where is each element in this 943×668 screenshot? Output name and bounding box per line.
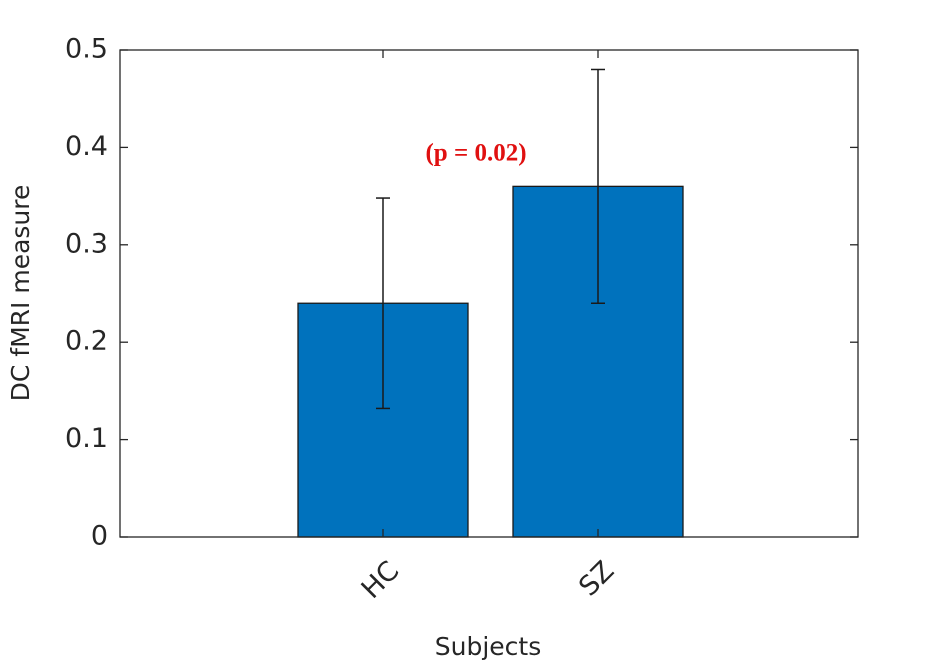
y-tick-label: 0.5	[65, 34, 108, 65]
y-tick-label: 0.3	[65, 228, 108, 259]
x-axis-label: Subjects	[435, 632, 541, 661]
annotation: (p = 0.02)	[425, 140, 526, 167]
y-tick-label: 0	[91, 521, 108, 552]
y-tick-label: 0.2	[65, 326, 108, 357]
y-tick-label: 0.1	[65, 423, 108, 454]
error-bar	[591, 68, 605, 304]
plot-frame	[119, 49, 859, 538]
y-tick-label: 0.4	[65, 131, 108, 162]
x-tick-label: SZ	[573, 555, 620, 602]
x-tick-label: HC	[356, 555, 406, 605]
error-bar	[376, 197, 390, 410]
y-axis-label: DC fMRI measure	[6, 185, 35, 402]
